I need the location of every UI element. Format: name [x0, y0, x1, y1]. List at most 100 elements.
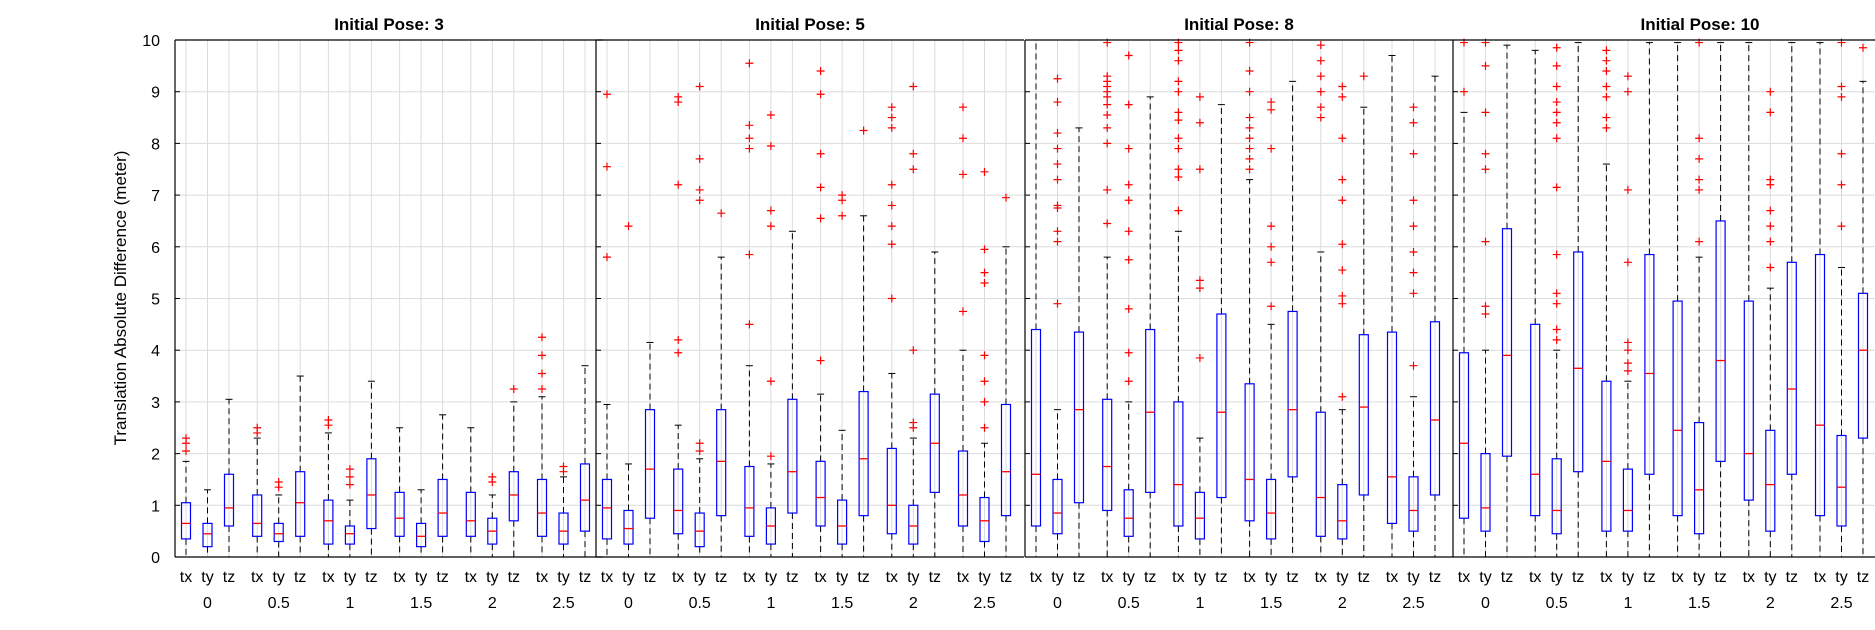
outlier-marker: [1766, 237, 1775, 246]
outlier-marker: [1267, 258, 1276, 267]
x-component-label: tz: [508, 569, 520, 586]
outlier-marker: [859, 126, 868, 135]
outlier-marker: [1602, 113, 1611, 122]
x-component-label: tx: [1743, 569, 1755, 586]
outlier-marker: [766, 110, 775, 119]
outlier-marker: [1245, 113, 1254, 122]
x-component-label: ty: [1550, 569, 1562, 586]
box-tz: [579, 463, 591, 532]
box-tx: [1244, 383, 1255, 522]
x-component-label: tz: [929, 569, 941, 586]
outlier-marker: [1552, 61, 1561, 70]
x-component-label: ty: [978, 569, 990, 586]
outlier-marker: [745, 59, 754, 68]
x-component-label: ty: [1407, 569, 1419, 586]
box-tx: [1743, 300, 1754, 501]
outlier-marker: [488, 472, 497, 481]
x-component-label: ty: [415, 569, 427, 586]
x-group-label: 2.5: [552, 595, 574, 612]
outlier-marker: [1409, 361, 1418, 370]
outlier-marker: [887, 294, 896, 303]
outlier-marker: [1552, 134, 1561, 143]
x-component-label: ty: [1693, 569, 1705, 586]
outlier-marker: [1103, 139, 1112, 148]
x-group-label: 1: [345, 595, 354, 612]
box-ty: [1265, 478, 1277, 540]
x-component-label: tx: [601, 569, 613, 586]
y-tick-label: 6: [151, 240, 160, 257]
outlier-marker: [1409, 103, 1418, 112]
outlier-marker: [274, 478, 283, 487]
x-component-label: tz: [365, 569, 377, 586]
x-component-label: tx: [957, 569, 969, 586]
outlier-marker: [1245, 144, 1254, 153]
outlier-marker: [253, 423, 262, 432]
outlier-marker: [324, 415, 333, 424]
text-layer: Translation Absolute Difference (meter) …: [111, 15, 1869, 612]
x-component-label: ty: [1051, 569, 1063, 586]
box-tx: [1530, 323, 1541, 517]
outlier-marker: [1481, 165, 1490, 174]
box-tz: [1857, 292, 1869, 439]
outlier-marker: [1602, 67, 1611, 76]
outlier-marker: [909, 165, 918, 174]
outlier-marker: [1552, 43, 1561, 52]
outlier-marker: [1195, 118, 1204, 127]
box-tz: [1644, 253, 1655, 475]
outlier-marker: [1409, 247, 1418, 256]
outlier-marker: [559, 462, 568, 471]
outlier-marker: [1053, 299, 1062, 308]
x-component-label: tz: [1286, 569, 1298, 586]
box-tz: [858, 390, 869, 517]
x-component-label: ty: [1479, 569, 1491, 586]
outlier-marker: [887, 113, 896, 122]
box-tz: [787, 398, 798, 514]
outlier-marker: [766, 377, 775, 386]
x-component-label: tx: [1600, 569, 1612, 586]
outlier-marker: [745, 134, 754, 143]
y-tick-label: 5: [151, 292, 160, 309]
box-tx: [886, 447, 897, 535]
outlier-marker: [603, 253, 611, 262]
outlier-marker: [1195, 353, 1204, 362]
x-component-label: tz: [223, 569, 235, 586]
outlier-marker: [980, 423, 989, 432]
outlier-marker: [1124, 196, 1133, 205]
outlier-marker: [1174, 46, 1183, 55]
outlier-marker: [509, 384, 518, 393]
box-tz: [1501, 228, 1513, 457]
x-group-label: 2.5: [1402, 595, 1424, 612]
outlier-marker: [1174, 87, 1183, 96]
outlier-marker: [980, 377, 989, 386]
outlier-marker: [745, 121, 754, 130]
x-component-label: tz: [1429, 569, 1441, 586]
box-tx: [252, 494, 263, 537]
x-component-label: ty: [1265, 569, 1277, 586]
outlier-marker: [1124, 348, 1133, 357]
y-tick-label: 8: [151, 136, 160, 153]
box-ty: [273, 522, 284, 543]
x-component-label: tx: [1814, 569, 1826, 586]
outlier-marker: [1552, 183, 1561, 192]
y-tick-label: 3: [151, 395, 160, 412]
box-tz: [1000, 403, 1012, 517]
x-group-label: 0: [203, 595, 212, 612]
box-tz: [1358, 334, 1369, 496]
outlier-marker: [1267, 222, 1276, 231]
outlier-marker: [1338, 92, 1347, 101]
outlier-marker: [980, 268, 989, 277]
outlier-marker: [1174, 173, 1183, 182]
outlier-marker: [1195, 284, 1204, 293]
outlier-marker: [745, 320, 754, 329]
outlier-marker: [1338, 266, 1347, 275]
outlier-marker: [766, 222, 775, 231]
outlier-marker: [1103, 123, 1112, 132]
x-component-label: tx: [1671, 569, 1683, 586]
x-component-label: tx: [1529, 569, 1541, 586]
x-group-label: 0.5: [1118, 595, 1140, 612]
y-tick-label: 7: [151, 188, 160, 205]
box-tx: [1173, 401, 1184, 527]
y-tick-label: 4: [151, 343, 160, 360]
outlier-marker: [1481, 302, 1490, 311]
x-component-label: tz: [857, 569, 869, 586]
